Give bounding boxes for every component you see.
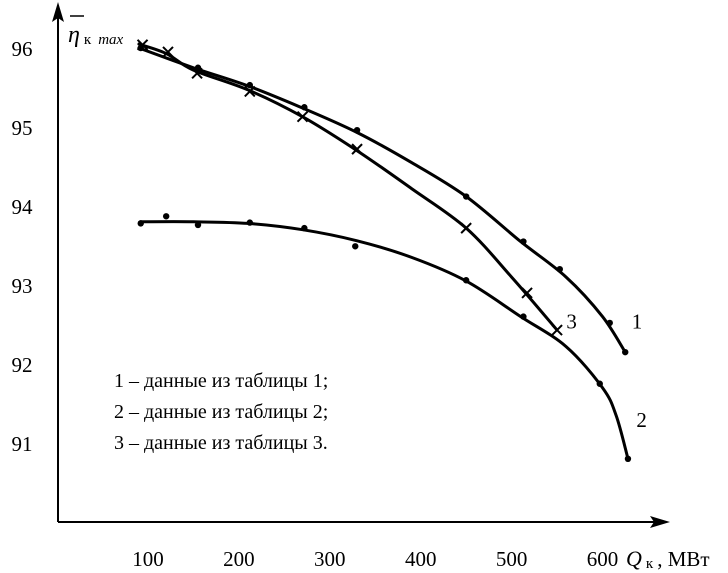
y-tick-labels: 96 95 94 93 92 91 (12, 37, 34, 456)
svg-text:η к max: η к max (68, 22, 124, 48)
x-axis-arrow (650, 516, 670, 528)
series-2-point (137, 220, 144, 227)
series-1 (137, 44, 629, 356)
axes (52, 2, 670, 528)
series-3-point (296, 111, 309, 123)
series-1-point (462, 193, 470, 200)
series-1-point (301, 104, 308, 111)
series-1-point (556, 266, 563, 273)
legend-item-3: 3 – данные из таблицы 3. (114, 432, 328, 454)
x-tick-label: 400 (405, 547, 437, 571)
x-tick-label: 300 (314, 547, 346, 571)
series-2-point (352, 243, 359, 250)
series-2-point (246, 219, 254, 226)
x-axis-label-unit: , МВт (657, 547, 709, 571)
series-3-point (191, 67, 203, 79)
y-tick-label: 92 (12, 353, 33, 377)
y-tick-label: 93 (12, 274, 33, 298)
x-tick-labels: 100 200 300 400 500 600 (132, 547, 618, 571)
x-axis-label: Q к , МВт (626, 546, 710, 572)
series-2-point (301, 224, 308, 232)
y-axis-label-symbol: η (68, 22, 80, 48)
y-axis-label: η к max (68, 15, 124, 48)
x-axis-label-subscript: к (646, 556, 654, 572)
y-axis-arrow (52, 2, 64, 22)
series-3-point (551, 324, 563, 336)
curve-label-2: 2 (636, 408, 647, 432)
series-3-point (136, 39, 149, 51)
series-3-point (521, 287, 533, 299)
legend-item-1: 1 – данные из таблицы 1; (114, 370, 328, 392)
legend-item-2: 2 – данные из таблицы 2; (114, 401, 328, 423)
curve-label-3: 3 (566, 309, 577, 333)
series-3 (136, 39, 563, 336)
series-3-point (351, 143, 363, 155)
series-1-point (353, 126, 361, 134)
series-1-line (137, 46, 627, 354)
x-axis-label-symbol: Q (626, 546, 642, 571)
curve-labels: 1 2 3 (566, 309, 646, 432)
series-1-point (246, 81, 254, 89)
series-layer (136, 39, 632, 462)
series-2-point (520, 313, 527, 320)
svg-text:Q к , МВт: Q к , МВт (626, 546, 710, 572)
series-2 (137, 213, 632, 462)
series-1-point (194, 64, 202, 71)
y-tick-label: 95 (12, 116, 33, 140)
legend: 1 – данные из таблицы 1; 2 – данные из т… (114, 370, 328, 454)
x-tick-label: 200 (223, 547, 255, 571)
series-2-point (462, 277, 470, 284)
series-2-line (139, 220, 630, 461)
series-3-point (162, 46, 174, 58)
y-tick-label: 96 (12, 37, 33, 61)
series-2-point (194, 221, 202, 229)
series-1-point (622, 348, 629, 356)
series-3-point (460, 222, 472, 234)
curve-label-1: 1 (632, 309, 643, 333)
x-tick-label: 600 (587, 547, 619, 571)
y-axis-label-subscript: к (84, 32, 92, 48)
y-axis-label-subscript-max: max (98, 32, 123, 48)
y-tick-label: 91 (12, 432, 33, 456)
series-3-line (137, 42, 559, 332)
series-1-point (520, 238, 527, 245)
series-1-point (606, 319, 613, 327)
series-2-point (596, 380, 603, 387)
series-3-point (244, 85, 256, 98)
series-2-point (624, 455, 632, 462)
y-tick-label: 94 (12, 195, 34, 219)
x-tick-label: 100 (132, 547, 164, 571)
x-tick-label: 500 (496, 547, 528, 571)
series-2-point (162, 213, 170, 220)
